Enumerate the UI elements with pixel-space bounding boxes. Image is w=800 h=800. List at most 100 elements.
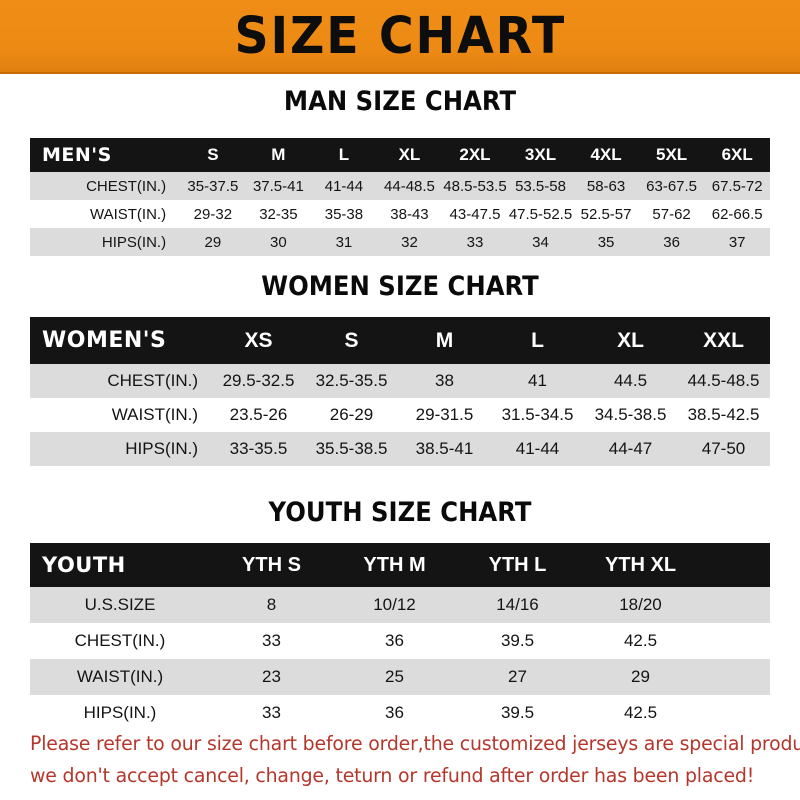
table-cell: 33: [466, 233, 484, 251]
column-header: 4XL: [590, 145, 622, 164]
table-cell-spacer: [702, 587, 770, 623]
table-cell: 8: [266, 595, 277, 614]
table-cell: 37.5-41: [252, 177, 304, 195]
column-header: 2XL: [459, 145, 491, 164]
table-cell-spacer: [702, 695, 770, 731]
table-cell: 38.5-41: [415, 439, 474, 458]
row-label: HIPS(IN.): [125, 439, 198, 458]
man-size-table: MEN'S S M L XL 2XL 3XL 4XL 5XL 6XL CHEST…: [30, 138, 770, 256]
row-label: WAIST(IN.): [111, 405, 198, 424]
table-cell: 48.5-53.5: [443, 177, 507, 195]
table-cell: 41-44: [324, 177, 364, 195]
table-cell: 18/20: [619, 595, 662, 614]
table-cell: 62-66.5: [711, 205, 763, 223]
table-row: HIPS(IN.) 33-35.5 35.5-38.5 38.5-41 41-4…: [30, 432, 770, 466]
table-cell: 47.5-52.5: [508, 205, 573, 223]
table-cell: 23.5-26: [229, 405, 288, 424]
column-header: YTH L: [488, 553, 547, 576]
table-cell: 47-50: [701, 439, 746, 458]
column-header: XXL: [703, 328, 744, 352]
table-cell: 32: [401, 233, 418, 251]
table-cell: 34.5-38.5: [594, 405, 667, 424]
table-cell: 52.5-57: [580, 205, 632, 223]
column-header: YTH M: [363, 553, 426, 576]
table-row: CHEST(IN.) 29.5-32.5 32.5-35.5 38 41 44.…: [30, 364, 770, 398]
table-cell: 43-47.5: [449, 205, 501, 223]
table-cell: 39.5: [500, 631, 535, 650]
table-row: WAIST(IN.) 23.5-26 26-29 29-31.5 31.5-34…: [30, 398, 770, 432]
column-header: S: [344, 328, 359, 352]
table-cell: 33: [262, 631, 281, 650]
table-cell: 29-32: [193, 205, 233, 223]
row-label: CHEST(IN.): [86, 177, 167, 195]
table-cell: 42.5: [623, 631, 658, 650]
table-cell: 37: [728, 233, 746, 251]
row-label: HIPS(IN.): [83, 703, 157, 722]
column-header: M: [435, 328, 454, 352]
order-policy-line-2: we don't accept cancel, change, teturn o…: [30, 764, 755, 787]
table-cell: 25: [385, 667, 404, 686]
women-section-title: WOMEN SIZE CHART: [261, 271, 539, 302]
table-cell: 29-31.5: [415, 405, 474, 424]
table-cell: 44-48.5: [384, 177, 435, 195]
table-cell: 34: [532, 233, 549, 251]
column-header: XL: [617, 328, 644, 352]
table-row: WAIST(IN.) 23 25 27 29: [30, 659, 770, 695]
column-header: YTH XL: [604, 553, 677, 576]
table-cell: 30: [270, 233, 287, 251]
column-header-spacer: [702, 543, 770, 587]
table-cell: 36: [385, 631, 404, 650]
column-header: L: [531, 328, 544, 352]
table-cell: 32.5-35.5: [315, 371, 388, 390]
column-header: M: [271, 145, 286, 164]
page-title: SIZE CHART: [234, 6, 566, 66]
table-cell-spacer: [702, 623, 770, 659]
table-cell: 23: [262, 667, 281, 686]
table-cell: 57-62: [652, 205, 691, 223]
table-cell: 29: [204, 233, 222, 251]
table-cell: 29.5-32.5: [222, 371, 295, 390]
table-cell: 33-35.5: [229, 439, 288, 458]
row-label: CHEST(IN.): [107, 371, 198, 390]
table-cell: 67.5-72: [711, 177, 763, 195]
table-corner-label: MEN'S: [42, 144, 112, 166]
table-cell: 33: [262, 703, 281, 722]
man-section-title: MAN SIZE CHART: [283, 86, 517, 117]
table-cell: 35: [597, 233, 615, 251]
table-header-row: YOUTH YTH S YTH M YTH L YTH XL: [30, 543, 770, 587]
table-cell: 26-29: [329, 405, 374, 424]
table-cell: 53.5-58: [515, 177, 566, 195]
table-cell: 10/12: [373, 595, 416, 614]
table-cell: 14/16: [496, 595, 539, 614]
table-header-row: WOMEN'S XS S M L XL XXL: [30, 317, 770, 364]
column-header: S: [207, 145, 219, 164]
table-cell: 36: [663, 233, 680, 251]
table-cell: 39.5: [500, 703, 535, 722]
table-cell: 44-47: [608, 439, 653, 458]
table-cell: 44.5: [613, 371, 648, 390]
table-cell: 35-37.5: [187, 177, 239, 195]
table-row: CHEST(IN.) 33 36 39.5 42.5: [30, 623, 770, 659]
table-cell: 63-67.5: [646, 177, 698, 195]
table-cell: 29: [631, 667, 650, 686]
youth-size-table: YOUTH YTH S YTH M YTH L YTH XL U.S.SIZE …: [30, 543, 770, 731]
order-policy-line-1: Please refer to our size chart before or…: [30, 732, 800, 755]
table-cell: 41-44: [515, 439, 560, 458]
table-cell: 42.5: [623, 703, 658, 722]
table-cell: 35-38: [324, 205, 364, 223]
page-banner: SIZE CHART: [0, 0, 800, 74]
table-corner-label: WOMEN'S: [42, 328, 167, 353]
table-cell-spacer: [702, 659, 770, 695]
row-label: HIPS(IN.): [101, 233, 167, 251]
table-cell: 31: [335, 233, 353, 251]
column-header: 5XL: [655, 145, 688, 164]
table-cell: 38-43: [390, 205, 429, 223]
table-cell: 27: [508, 667, 527, 686]
youth-section-title: YOUTH SIZE CHART: [268, 497, 532, 528]
table-cell: 41: [528, 371, 547, 390]
table-header-row: MEN'S S M L XL 2XL 3XL 4XL 5XL 6XL: [30, 138, 770, 172]
row-label: WAIST(IN.): [89, 205, 167, 223]
table-row: WAIST(IN.) 29-32 32-35 35-38 38-43 43-47…: [30, 200, 770, 228]
table-cell: 36: [385, 703, 404, 722]
table-row: HIPS(IN.) 29 30 31 32 33 34 35 36 37: [30, 228, 770, 256]
